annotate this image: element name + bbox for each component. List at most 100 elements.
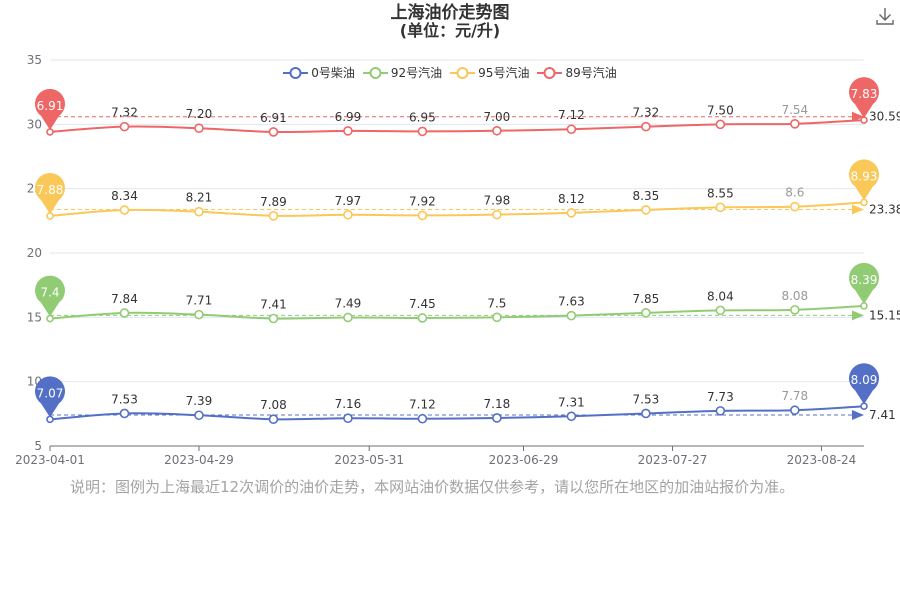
- x-tick-label: 2023-04-29: [164, 453, 234, 467]
- data-point: [641, 408, 651, 419]
- data-label: 7.49: [335, 296, 362, 310]
- legend-marker-icon: [283, 66, 309, 79]
- markline-label: 7.41: [869, 408, 896, 422]
- x-tick-label: 2023-05-31: [334, 453, 404, 467]
- data-point: [790, 201, 800, 212]
- data-point: [268, 414, 279, 425]
- data-label: 7.16: [335, 397, 362, 411]
- data-point: [641, 121, 651, 132]
- pin-label: 7.07: [37, 386, 64, 400]
- data-label: 7.50: [707, 103, 734, 117]
- data-label: 7.89: [260, 195, 287, 209]
- data-point: [194, 206, 204, 217]
- data-point: [417, 313, 428, 323]
- x-tick-label: 2023-04-01: [15, 453, 85, 467]
- data-label: 7.84: [111, 292, 138, 306]
- data-point: [417, 126, 428, 137]
- data-label: 7.53: [633, 392, 660, 406]
- data-label: 8.55: [707, 186, 734, 200]
- pin-marker: [849, 262, 880, 304]
- data-point: [343, 413, 353, 424]
- data-label: 7.78: [781, 389, 808, 403]
- pin-marker: [35, 88, 65, 130]
- data-label: 7.32: [633, 106, 660, 120]
- data-label: 7.12: [409, 398, 436, 412]
- markline-label: 15.15: [869, 308, 900, 322]
- pin-marker: [35, 275, 65, 317]
- data-label: 8.12: [558, 192, 585, 206]
- y-tick-label: 15: [27, 310, 42, 324]
- data-point: [194, 410, 204, 421]
- pin-marker: [35, 172, 65, 214]
- x-tick-label: 2023-08-24: [787, 453, 857, 467]
- data-point: [715, 406, 726, 416]
- legend-marker-icon: [362, 66, 388, 79]
- data-point: [566, 124, 577, 135]
- chart-subtitle: (单位：元/升): [399, 21, 501, 40]
- data-label: 6.91: [260, 111, 287, 125]
- data-label: 7.41: [260, 297, 287, 311]
- data-point: [790, 305, 800, 315]
- markline-label: 30.59: [869, 110, 900, 124]
- data-label: 7.71: [186, 294, 213, 308]
- data-label: 7.39: [186, 394, 213, 408]
- data-point: [566, 310, 577, 321]
- data-label: 7.08: [260, 398, 287, 412]
- markline-arrow: [852, 310, 864, 321]
- data-label: 7.54: [781, 103, 808, 117]
- data-point: [790, 119, 800, 129]
- pin-marker: [849, 159, 879, 201]
- data-label: 8.21: [186, 191, 213, 205]
- series-line-0: [49, 405, 865, 421]
- data-point: [343, 209, 353, 220]
- legend-item[interactable]: 92号汽油: [362, 64, 443, 81]
- chart-note: 说明：图例为上海最近12次调价的油价走势，本网站油价数据仅供参考，请以您所在地区…: [70, 478, 795, 496]
- data-point: [119, 121, 130, 132]
- data-point: [119, 408, 130, 419]
- legend-item[interactable]: 89号汽油: [537, 64, 617, 81]
- pin-label: 6.91: [37, 99, 64, 113]
- series-line-1: [49, 304, 865, 320]
- data-label: 7.18: [484, 397, 511, 411]
- data-point: [566, 411, 577, 422]
- data-point: [566, 208, 577, 218]
- data-point: [417, 413, 428, 424]
- data-label: 6.99: [335, 110, 362, 124]
- data-point: [492, 209, 502, 220]
- y-tick-label: 30: [27, 117, 42, 131]
- legend-item[interactable]: 0号柴油: [283, 64, 355, 81]
- data-label: 7.31: [558, 395, 585, 409]
- pin-label: 7.83: [851, 87, 878, 101]
- data-point: [715, 305, 726, 316]
- data-label: 7.45: [409, 297, 436, 311]
- data-point: [268, 313, 279, 324]
- pin-label: 8.93: [851, 169, 878, 183]
- data-point: [790, 405, 800, 416]
- data-label: 7.73: [707, 390, 734, 404]
- data-label: 7.20: [186, 107, 213, 121]
- data-point: [343, 126, 353, 136]
- data-label: 7.98: [484, 194, 511, 208]
- y-tick-label: 35: [27, 53, 42, 67]
- x-tick-label: 2023-07-27: [638, 453, 708, 467]
- data-point: [715, 119, 726, 130]
- data-label: 6.95: [409, 110, 436, 124]
- data-label: 8.04: [707, 289, 734, 303]
- legend-label: 92号汽油: [390, 66, 443, 80]
- data-point: [715, 202, 726, 213]
- data-label: 8.6: [785, 186, 804, 200]
- legend: 0号柴油 92号汽油 95号汽油 89号汽油: [0, 64, 900, 83]
- data-label: 7.53: [111, 392, 138, 406]
- data-label: 7.92: [409, 194, 436, 208]
- data-point: [641, 308, 651, 318]
- chart-title: 上海油价走势图: [390, 3, 510, 23]
- data-point: [641, 205, 651, 215]
- legend-label: 95号汽油: [478, 66, 530, 80]
- data-label: 7.63: [558, 295, 585, 309]
- legend-item[interactable]: 95号汽油: [450, 64, 529, 81]
- x-tick-label: 2023-06-29: [489, 453, 559, 467]
- y-tick-label: 20: [27, 246, 42, 260]
- series-line-2: [49, 201, 865, 217]
- download-button[interactable]: [874, 5, 896, 27]
